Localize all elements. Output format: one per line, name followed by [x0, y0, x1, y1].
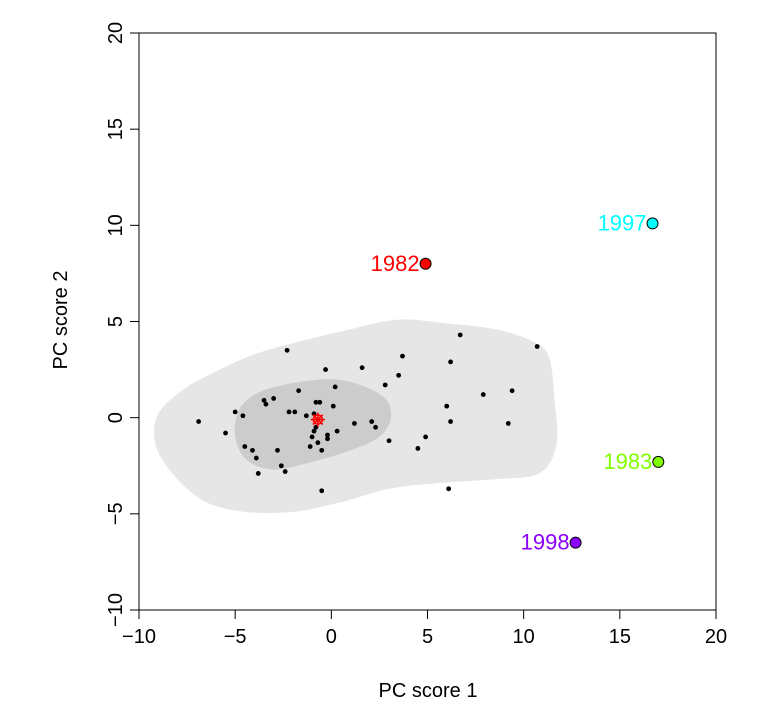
- data-point: [250, 447, 255, 453]
- mean-star-marker: [310, 412, 325, 427]
- data-point: [325, 432, 330, 438]
- data-point: [255, 471, 261, 476]
- data-point: [446, 486, 452, 492]
- data-point: [196, 419, 202, 424]
- data-point: [369, 419, 375, 424]
- data-point: [296, 388, 302, 394]
- y-tick-label: −10: [105, 593, 127, 627]
- mean-marker: [310, 412, 325, 427]
- labeled-point-marker: [419, 257, 432, 270]
- y-tick-label: 0: [105, 412, 127, 423]
- data-point: [263, 401, 269, 407]
- data-point: [303, 413, 309, 419]
- data-point: [309, 434, 315, 440]
- data-point: [457, 332, 463, 338]
- data-point: [534, 344, 540, 349]
- density-regions: [154, 319, 558, 514]
- data-point: [448, 419, 453, 424]
- data-point: [313, 399, 319, 405]
- labeled-point-1983: 1983: [603, 449, 665, 474]
- x-tick-label: 20: [705, 626, 727, 648]
- labeled-point-marker: [652, 455, 665, 468]
- data-point: [334, 428, 340, 434]
- data-point: [278, 463, 284, 469]
- data-point: [415, 446, 421, 451]
- data-point: [253, 455, 259, 461]
- data-point: [505, 421, 511, 426]
- data-point: [292, 409, 298, 415]
- labeled-point-label: 1998: [521, 530, 570, 555]
- data-point: [286, 409, 292, 415]
- x-tick-label: 10: [513, 626, 535, 648]
- labeled-point-marker: [569, 536, 582, 549]
- y-tick-label: 5: [105, 316, 127, 327]
- data-point: [448, 359, 453, 365]
- labeled-point-label: 1997: [598, 210, 647, 235]
- data-point: [319, 488, 325, 494]
- data-point: [307, 444, 313, 449]
- x-axis-label: PC score 1: [379, 680, 478, 702]
- data-point: [386, 438, 392, 444]
- data-point: [323, 367, 328, 372]
- data-point: [373, 424, 378, 430]
- data-point: [284, 347, 290, 353]
- data-point: [352, 421, 357, 426]
- data-point: [509, 388, 515, 394]
- data-point: [240, 413, 246, 419]
- data-point: [315, 440, 321, 446]
- data-points: [196, 332, 540, 494]
- data-point: [232, 409, 238, 415]
- x-tick-label: 0: [326, 626, 337, 648]
- x-tick-label: −5: [224, 626, 247, 648]
- data-point: [480, 392, 486, 397]
- data-point: [317, 399, 323, 405]
- data-point: [332, 384, 338, 390]
- data-point: [223, 430, 228, 436]
- labeled-point-1982: 1982: [371, 251, 432, 276]
- data-point: [242, 444, 248, 449]
- data-point: [423, 434, 428, 440]
- data-point: [282, 469, 288, 474]
- x-tick-label: −10: [122, 626, 156, 648]
- labeled-point-label: 1983: [603, 449, 652, 474]
- data-point: [311, 428, 317, 434]
- y-tick-label: 20: [105, 22, 127, 44]
- data-point: [330, 403, 336, 409]
- data-point: [444, 403, 450, 409]
- data-point: [319, 447, 325, 453]
- y-tick-label: 15: [105, 118, 127, 140]
- data-point: [275, 447, 280, 453]
- y-tick-label: −5: [105, 502, 127, 525]
- data-point: [261, 397, 267, 403]
- y-tick-label: 10: [105, 214, 127, 236]
- labeled-point-label: 1982: [371, 251, 420, 276]
- x-tick-label: 15: [609, 626, 631, 648]
- labeled-points: 1982 1997 1983 1998: [371, 210, 665, 555]
- data-point: [396, 372, 402, 378]
- labeled-point-1998: 1998: [521, 530, 582, 555]
- labeled-point-1997: 1997: [598, 210, 659, 235]
- data-point: [382, 382, 388, 388]
- data-point: [271, 396, 277, 401]
- data-point: [400, 353, 405, 359]
- y-axis: −10 −5 0 5 10 15 20: [105, 22, 140, 627]
- data-point: [359, 365, 365, 371]
- y-axis-label: PC score 2: [50, 271, 72, 370]
- x-tick-label: 5: [422, 626, 433, 648]
- labeled-point-marker: [646, 217, 659, 230]
- data-point: [325, 436, 330, 442]
- x-axis: −10 −5 0 5 10 15 20: [122, 609, 727, 648]
